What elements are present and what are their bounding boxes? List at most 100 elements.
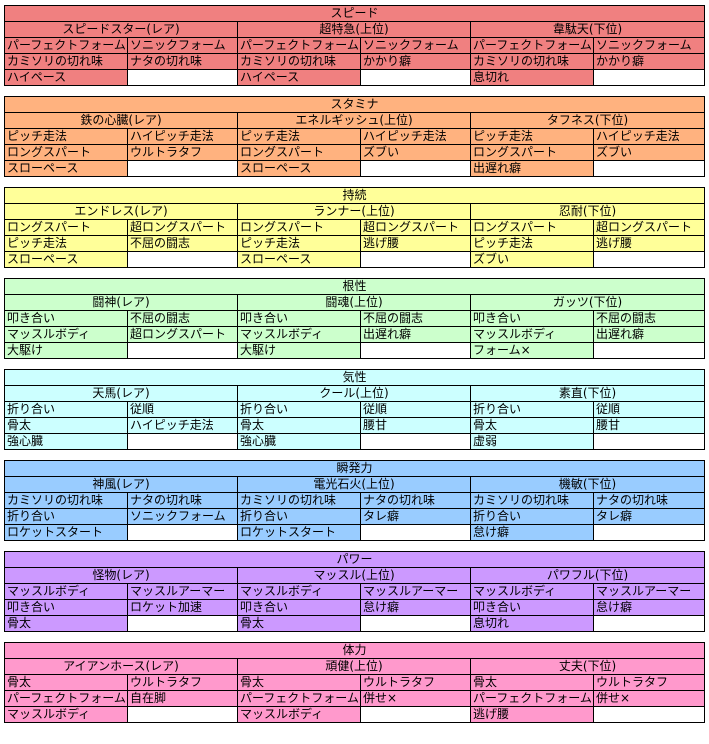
- skill-cell: 折り合い: [470, 508, 594, 525]
- skill-cell: 大駆け: [237, 342, 361, 359]
- skill-cell: 不屈の闘志: [592, 310, 706, 327]
- table-row: 折り合い ソニックフォーム 折り合い タレ癖 折り合い タレ癖: [4, 508, 706, 525]
- section-6: パワー 怪物(レア) マッスル(上位) パワフル(下位) マッスルボディ マッスルアーマー…: [3, 551, 706, 632]
- skill-cell: ソニックフォーム: [360, 37, 471, 54]
- skill-cell: 折り合い: [237, 401, 361, 418]
- section-table: 持続 エンドレス(レア) ランナー(上位) 忍耐(下位) ロングスパート 超ロングスパート…: [3, 187, 706, 268]
- skill-cell: ロングスパート: [470, 144, 594, 161]
- rank-header: エンドレス(レア): [4, 203, 238, 220]
- table-row: ピッチ走法 不屈の闘志 ピッチ走法 逃げ腰 ピッチ走法 逃げ腰: [4, 235, 706, 252]
- skill-cell: パーフェクトフォーム: [237, 37, 361, 54]
- section-title: 気性: [3, 369, 706, 386]
- section-table: スピード スピードスター(レア) 超特急(上位) 韋駄天(下位) パーフェクトフォームソ…: [3, 5, 706, 86]
- skill-cell: カミソリの切れ味: [470, 53, 594, 70]
- table-row: 強心臓 強心臓 虚弱: [4, 433, 706, 450]
- empty-cell: [360, 615, 471, 632]
- empty-cell: [360, 251, 471, 268]
- empty-cell: [127, 251, 238, 268]
- section-title: パワー: [3, 551, 706, 568]
- skill-cell: スローペース: [4, 251, 128, 268]
- section-title: スピード: [3, 5, 706, 22]
- table-row: 骨太 ハイピッチ走法 骨太 腰甘 骨太 腰甘: [4, 417, 706, 434]
- section-table: 気性 天馬(レア) クール(上位) 素直(下位) 折り合い 従順 折り合い 従順 折り合い 従順骨…: [3, 369, 706, 450]
- section-7: 体力 アイアンホース(レア) 頑健(上位) 丈夫(下位) 骨太 ウルトラタフ 骨太 ウルトラタ…: [3, 642, 706, 723]
- skill-cell: マッスルボディ: [237, 583, 361, 600]
- skill-cell: 出遅れ癖: [470, 160, 594, 177]
- skill-cell: マッスルボディ: [237, 706, 361, 723]
- skill-cell: 従順: [592, 401, 706, 418]
- table-row: ピッチ走法 ハイピッチ走法 ピッチ走法 ハイピッチ走法 ピッチ走法 ハイピッチ走法: [4, 128, 706, 145]
- skill-cell: カミソリの切れ味: [4, 53, 128, 70]
- skill-cell: ハイピッチ走法: [127, 417, 238, 434]
- skill-cell: マッスルアーマー: [127, 583, 238, 600]
- section-3: 根性 闘神(レア) 闘魂(上位) ガッツ(下位) 叩き合い 不屈の闘志 叩き合い 不屈の闘志叩…: [3, 278, 706, 359]
- skill-table-sheet: スピード スピードスター(レア) 超特急(上位) 韋駄天(下位) パーフェクトフォームソ…: [3, 5, 706, 733]
- section-2: 持続 エンドレス(レア) ランナー(上位) 忍耐(下位) ロングスパート 超ロングスパート…: [3, 187, 706, 268]
- table-row: カミソリの切れ味 ナタの切れ味 カミソリの切れ味 かかり癖 カミソリの切れ味 かかり癖: [4, 53, 706, 70]
- empty-cell: [592, 524, 706, 541]
- skill-cell: ナタの切れ味: [127, 53, 238, 70]
- skill-cell: パーフェクトフォーム: [470, 690, 594, 707]
- rank-header: 闘魂(上位): [237, 294, 471, 311]
- empty-cell: [592, 615, 706, 632]
- skill-cell: 叩き合い: [4, 310, 128, 327]
- rank-header: ガッツ(下位): [469, 294, 706, 311]
- skill-cell: カミソリの切れ味: [237, 53, 361, 70]
- empty-cell: [127, 69, 238, 86]
- skill-cell: 不屈の闘志: [360, 310, 471, 327]
- table-row: ロングスパート 超ロングスパート ロングスパート 超ロングスパート ロングスパート 超ロン…: [4, 219, 706, 236]
- skill-cell: 出遅れ癖: [360, 326, 471, 343]
- skill-cell: カミソリの切れ味: [237, 492, 361, 509]
- skill-cell: ピッチ走法: [4, 128, 128, 145]
- skill-cell: ソニックフォーム: [127, 508, 238, 525]
- empty-cell: [592, 433, 706, 450]
- skill-cell: ロケットスタート: [237, 524, 361, 541]
- table-row: カミソリの切れ味 ナタの切れ味 カミソリの切れ味 ナタの切れ味 カミソリの切れ味 ナタの切…: [4, 492, 706, 509]
- skill-cell: 超ロングスパート: [127, 219, 238, 236]
- skill-cell: 骨太: [470, 417, 594, 434]
- section-table: 瞬発力 神風(レア) 電光石火(上位) 機敏(下位) カミソリの切れ味 ナタの切れ味 カミソ…: [3, 460, 706, 541]
- skill-cell: ハイピッチ走法: [592, 128, 706, 145]
- skill-cell: 強心臓: [4, 433, 128, 450]
- skill-cell: 骨太: [470, 674, 594, 691]
- table-row: 叩き合い 不屈の闘志 叩き合い 不屈の闘志 叩き合い 不屈の闘志: [4, 310, 706, 327]
- skill-cell: ウルトラタフ: [592, 674, 706, 691]
- skill-cell: ピッチ走法: [470, 235, 594, 252]
- table-row: 大駆け 大駆け フォーム×: [4, 342, 706, 359]
- empty-cell: [592, 342, 706, 359]
- skill-cell: 骨太: [4, 615, 128, 632]
- skill-cell: スローペース: [237, 160, 361, 177]
- rank-header: 韋駄天(下位): [469, 21, 706, 38]
- rank-header: 鉄の心臓(レア): [4, 112, 238, 129]
- section-table: パワー 怪物(レア) マッスル(上位) パワフル(下位) マッスルボディ マッスルアーマー…: [3, 551, 706, 632]
- skill-cell: 強心臓: [237, 433, 361, 450]
- skill-cell: ロングスパート: [470, 219, 594, 236]
- skill-cell: スローペース: [4, 160, 128, 177]
- skill-cell: 超ロングスパート: [592, 219, 706, 236]
- skill-cell: ピッチ走法: [4, 235, 128, 252]
- skill-cell: マッスルアーマー: [592, 583, 706, 600]
- skill-cell: 叩き合い: [470, 599, 594, 616]
- skill-cell: 逃げ腰: [470, 706, 594, 723]
- skill-cell: ハイペース: [4, 69, 128, 86]
- skill-cell: ピッチ走法: [470, 128, 594, 145]
- section-title: 持続: [3, 187, 706, 204]
- skill-cell: マッスルアーマー: [360, 583, 471, 600]
- skill-cell: 骨太: [237, 615, 361, 632]
- skill-cell: 腰甘: [360, 417, 471, 434]
- skill-cell: かかり癖: [360, 53, 471, 70]
- empty-cell: [360, 160, 471, 177]
- skill-cell: フォーム×: [470, 342, 594, 359]
- rank-header: アイアンホース(レア): [4, 658, 238, 675]
- skill-cell: 折り合い: [4, 508, 128, 525]
- table-row: 骨太 骨太 息切れ: [4, 615, 706, 632]
- table-row: ロングスパート ウルトラタフ ロングスパート ズブい ロングスパート ズブい: [4, 144, 706, 161]
- skill-cell: ロケットスタート: [4, 524, 128, 541]
- rank-header: クール(上位): [237, 385, 471, 402]
- empty-cell: [127, 433, 238, 450]
- skill-cell: 不屈の闘志: [127, 310, 238, 327]
- rank-header: 忍耐(下位): [469, 203, 706, 220]
- section-4: 気性 天馬(レア) クール(上位) 素直(下位) 折り合い 従順 折り合い 従順 折り合い 従順骨…: [3, 369, 706, 450]
- skill-cell: 息切れ: [470, 69, 594, 86]
- skill-cell: 自在脚: [127, 690, 238, 707]
